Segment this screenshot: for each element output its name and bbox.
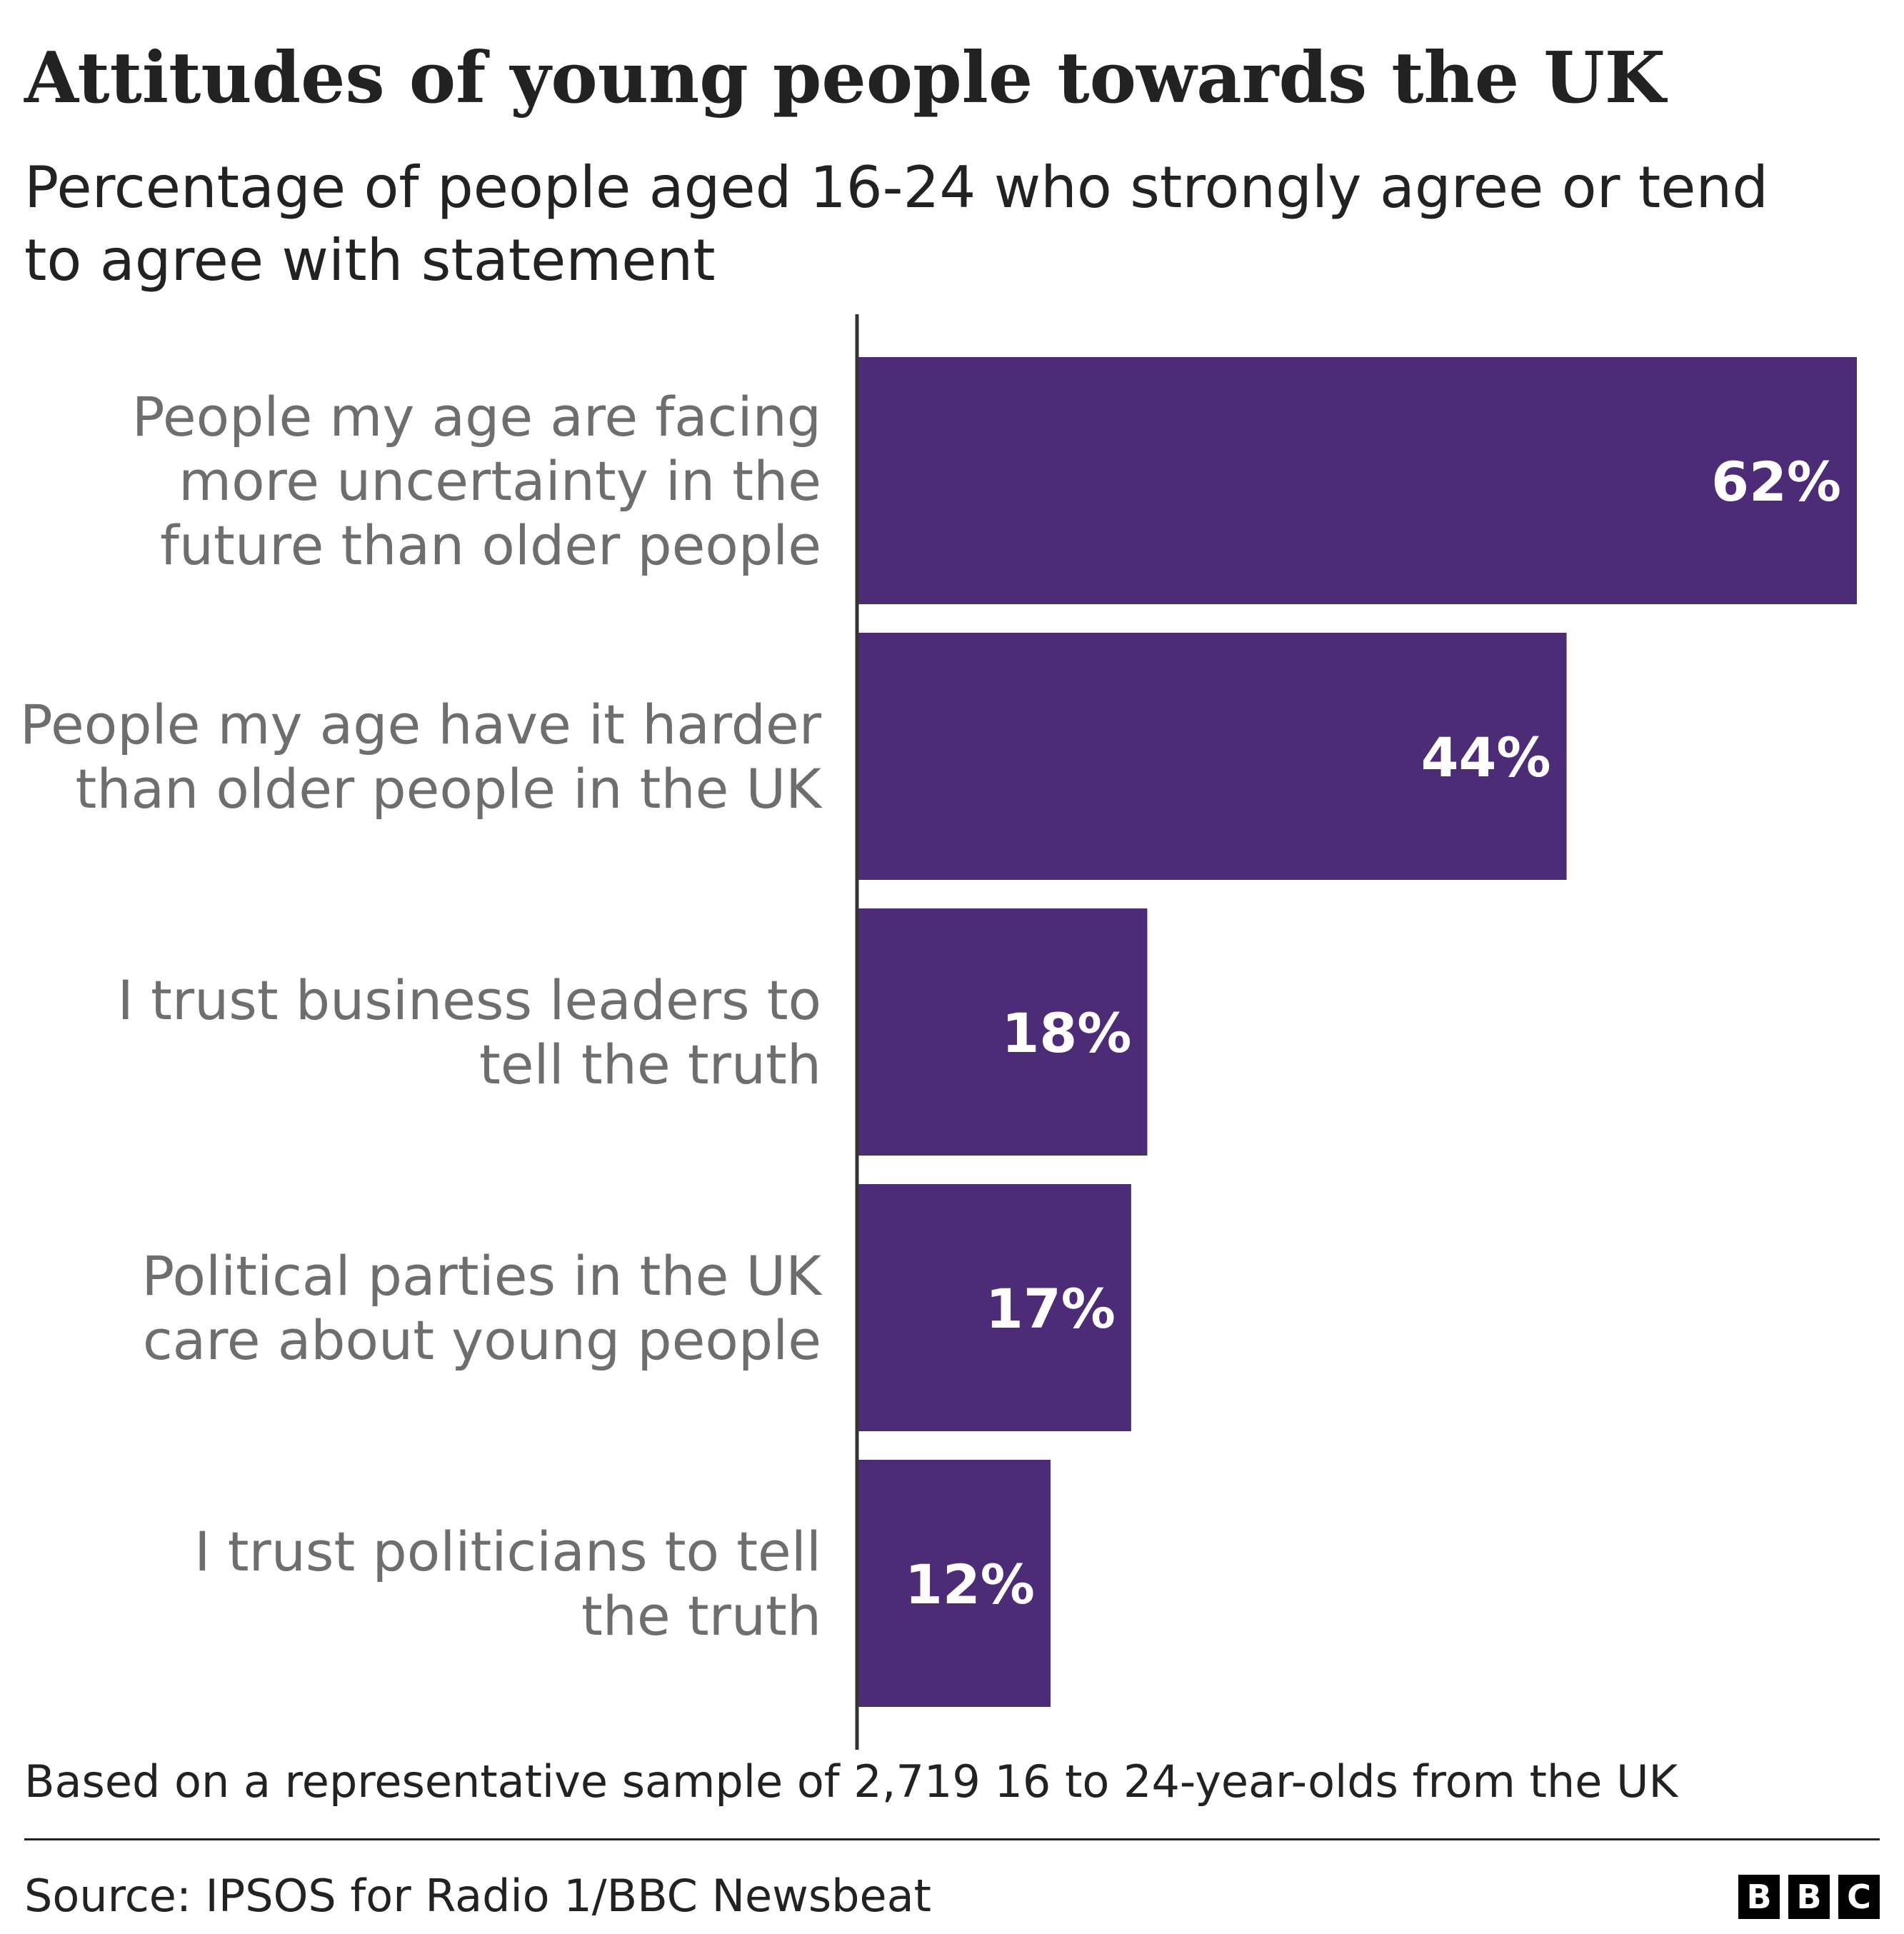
category-label-2-line-2: than older people in the UK (76, 757, 823, 821)
chart-subtitle: Percentage of people aged 16-24 who stro… (24, 154, 1768, 294)
bar-5 (857, 1460, 1051, 1707)
logo-letter-c: C (1838, 1875, 1880, 1919)
bar-3 (857, 908, 1148, 1156)
bar-2 (857, 633, 1567, 880)
category-label-1-line-3: future than older people (160, 513, 821, 577)
category-label-4-line-1: Political parties in the UK (141, 1244, 823, 1308)
category-label-3-line-1: I trust business leaders to (118, 968, 821, 1032)
category-label-5-line-1: I trust politicians to tell (194, 1520, 821, 1583)
value-label-1: 62% (1711, 450, 1841, 513)
value-label-5: 12% (905, 1553, 1035, 1616)
category-label-1-line-2: more uncertainty in the (179, 449, 821, 513)
logo-letter-b1: B (1738, 1875, 1780, 1919)
source-text: Source: IPSOS for Radio 1/BBC Newsbeat (24, 1870, 931, 1922)
value-label-2: 44% (1421, 726, 1551, 789)
bar-1 (857, 357, 1857, 604)
category-label-2-line-1: People my age have it harder (20, 693, 822, 756)
footer-divider (24, 1838, 1880, 1840)
value-label-4: 17% (986, 1277, 1116, 1341)
chart-title: Attitudes of young people towards the UK (24, 37, 1665, 119)
category-label-3-line-2: tell the truth (479, 1033, 821, 1096)
logo-letter-b2: B (1788, 1875, 1830, 1919)
category-label-1-line-1: People my age are facing (132, 385, 821, 449)
bbc-logo: B B C (1738, 1875, 1880, 1919)
value-label-3: 18% (1002, 1001, 1132, 1065)
bar-4 (857, 1184, 1131, 1431)
category-label-5-line-2: the truth (581, 1584, 821, 1648)
sample-note: Based on a representative sample of 2,71… (24, 1755, 1678, 1808)
category-label-4-line-2: care about young people (143, 1308, 821, 1372)
